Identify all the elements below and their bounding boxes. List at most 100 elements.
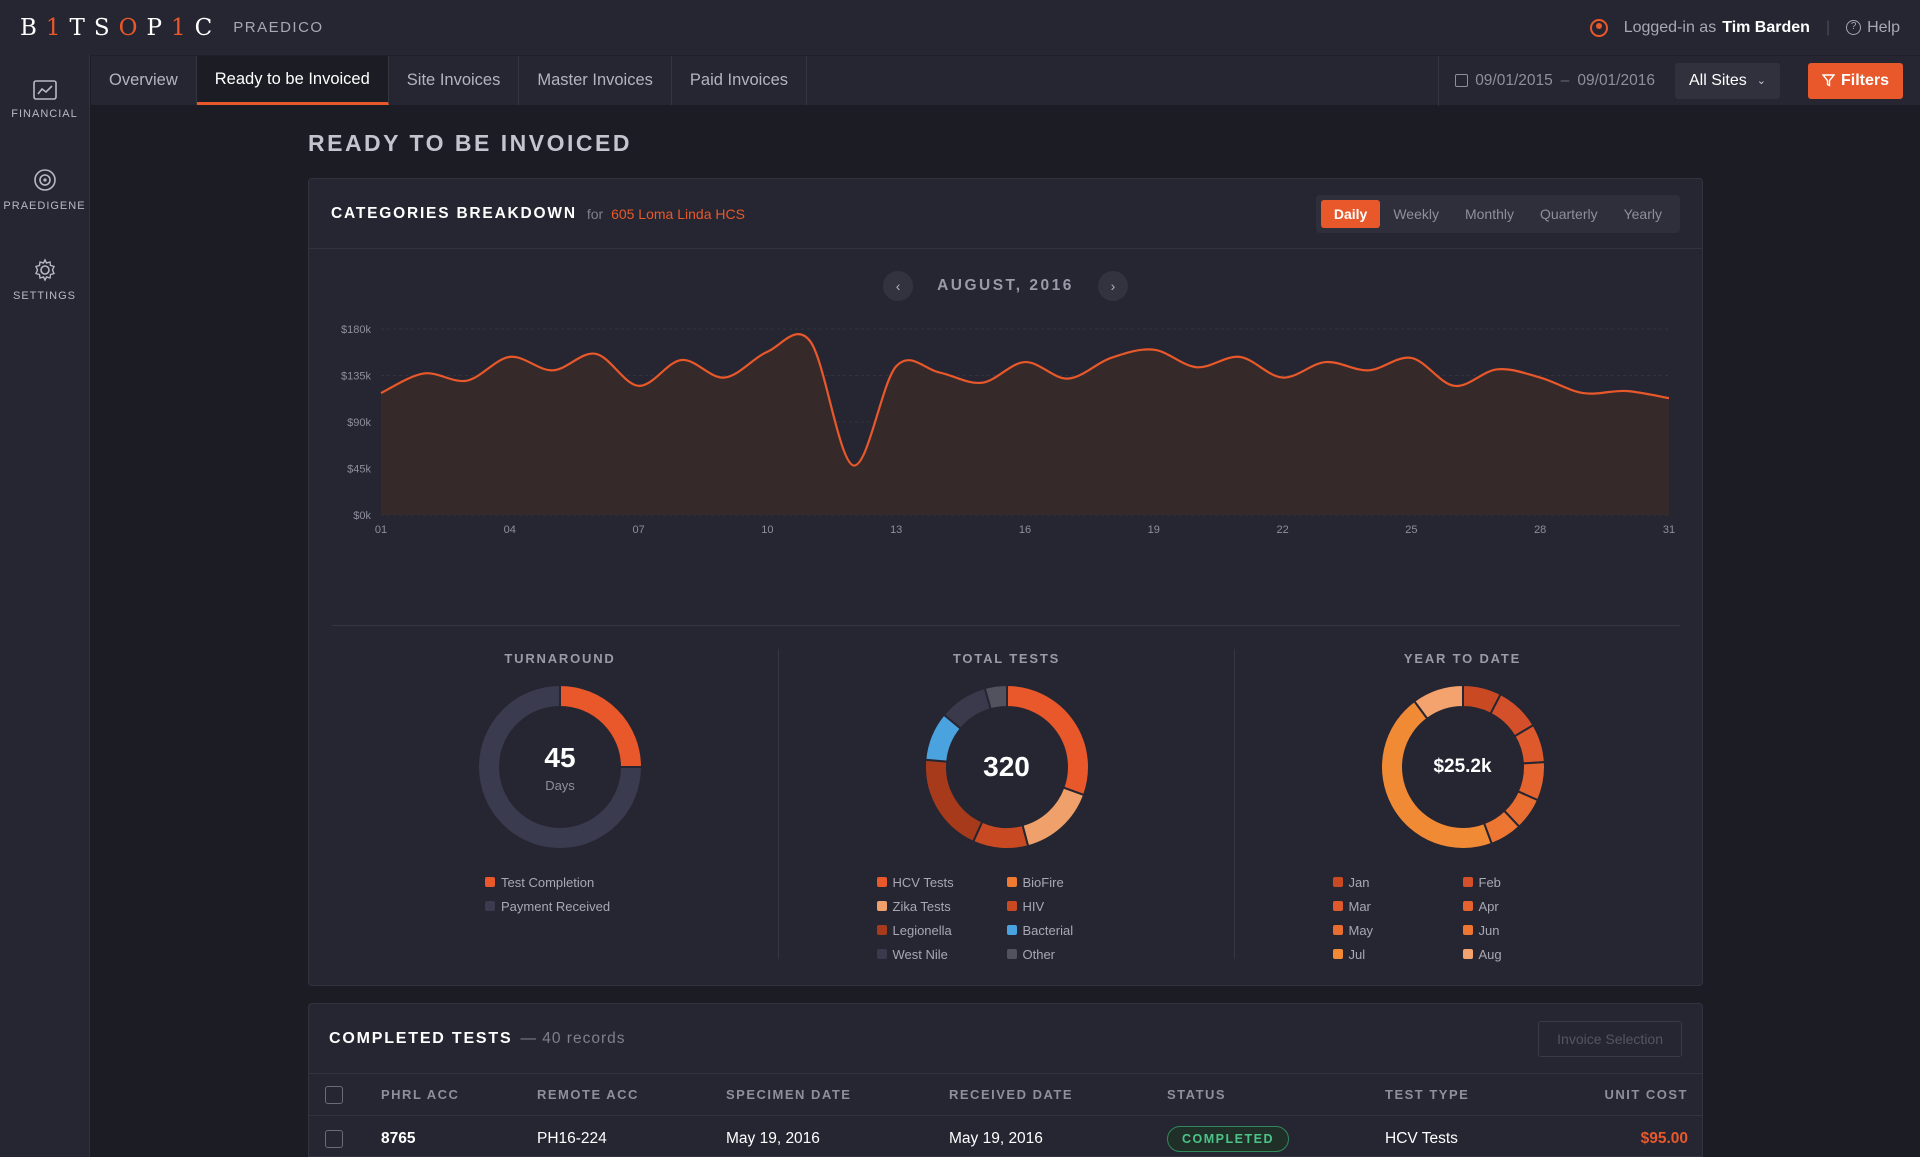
prev-month-button[interactable]: ‹ [883, 271, 914, 301]
total-tests-panel: TOTAL TESTS 320 HCV Tests BioFire Zika Tes… [778, 649, 1234, 962]
legend-label: BioFire [1022, 874, 1064, 890]
legend-label: HIV [1022, 898, 1045, 914]
sidebar-item-settings[interactable]: SETTINGS [0, 235, 89, 325]
col-status[interactable]: STATUS [1167, 1087, 1227, 1102]
legend-item: BioFire [1006, 874, 1137, 890]
legend-swatch [1332, 901, 1343, 911]
sidebar-item-financial[interactable]: FINANCIAL [0, 55, 89, 145]
tab-bar: Overview Ready to be Invoiced Site Invoi… [91, 55, 1920, 106]
date-from: 09/01/2015 [1475, 71, 1553, 89]
location-link[interactable]: 605 Loma Linda HCS [611, 205, 745, 222]
row-checkbox[interactable] [325, 1130, 343, 1148]
cell-remote-acc: PH16-224 [537, 1130, 607, 1147]
cell-specimen-date: May 19, 2016 [726, 1130, 820, 1147]
legend-item: Payment Received [485, 898, 635, 914]
x-tick-label: 16 [1019, 524, 1031, 536]
user-icon [1589, 18, 1608, 37]
col-test-type[interactable]: TEST TYPE [1385, 1087, 1470, 1102]
col-specimen-date[interactable]: SPECIMEN DATE [726, 1087, 852, 1102]
site-select[interactable]: All Sites ⌄ [1674, 62, 1780, 99]
bitscopic-logo[interactable]: B 1 TS O P 1 C [20, 14, 222, 41]
y-tick-label: $45k [347, 464, 371, 476]
logged-in-label: Logged-in as [1623, 18, 1717, 36]
microscope-icon: O [118, 14, 147, 41]
tab-overview[interactable]: Overview [91, 56, 197, 105]
tab-paid-invoices[interactable]: Paid Invoices [672, 56, 808, 105]
col-unit-cost[interactable]: UNIT COST [1604, 1087, 1688, 1102]
legend-item: Jan [1332, 874, 1463, 890]
table-row[interactable]: 8765 PH16-224 May 19, 2016 May 19, 2016 … [309, 1116, 1702, 1156]
y-tick-label: $0k [353, 510, 371, 522]
cell-test-type: HCV Tests [1385, 1130, 1458, 1147]
legend-item: West Nile [876, 946, 1007, 962]
legend-swatch [876, 877, 887, 887]
legend-label: Test Completion [501, 874, 595, 890]
legend-swatch [1332, 925, 1343, 935]
card-title: CATEGORIES BREAKDOWN [331, 204, 577, 222]
area-fill [381, 334, 1669, 515]
col-phrl-acc[interactable]: PHRL ACC [381, 1087, 460, 1102]
calendar-icon [1455, 74, 1469, 87]
x-tick-label: 19 [1148, 524, 1160, 536]
completed-tests-card: COMPLETED TESTS — 40 records Invoice Sel… [308, 1003, 1703, 1157]
col-remote-acc[interactable]: REMOTE ACC [537, 1087, 639, 1102]
legend-swatch [1462, 877, 1473, 887]
month-label: AUGUST, 2016 [937, 277, 1074, 294]
date-range-picker[interactable]: 09/01/2015 – 09/01/2016 [1438, 55, 1675, 106]
legend-item: Aug [1462, 946, 1593, 962]
period-monthly[interactable]: Monthly [1464, 205, 1515, 222]
turnaround-value: 45 [544, 741, 576, 773]
cell-unit-cost: $95.00 [1640, 1130, 1688, 1147]
legend-swatch [876, 949, 887, 959]
legend-item: Bacterial [1006, 922, 1137, 938]
select-all-checkbox[interactable] [325, 1085, 343, 1104]
year-to-date-panel: YEAR TO DATE $25.2k Jan Feb Mar Apr May Jun Ju… [1234, 649, 1690, 962]
tab-ready-to-be-invoiced[interactable]: Ready to be Invoiced [196, 56, 389, 105]
year-to-date-donut [1379, 683, 1546, 850]
categories-breakdown-card: CATEGORIES BREAKDOWN for 605 Loma Linda … [308, 178, 1703, 986]
sidebar-item-label: FINANCIAL [11, 108, 78, 120]
legend-item: May [1332, 922, 1463, 938]
help-link[interactable]: Help [1867, 18, 1900, 36]
legend-swatch [1006, 949, 1017, 959]
x-tick-label: 04 [504, 524, 516, 536]
invoice-selection-button[interactable]: Invoice Selection [1538, 1020, 1682, 1057]
x-tick-label: 07 [632, 524, 644, 536]
x-tick-label: 25 [1405, 524, 1417, 536]
legend-swatch [876, 901, 887, 911]
chart-icon [32, 80, 57, 100]
cell-received-date: May 19, 2016 [949, 1130, 1043, 1147]
legend-swatch [1332, 949, 1343, 959]
legend-label: Feb [1478, 874, 1501, 890]
legend-label: Aug [1478, 946, 1502, 962]
y-tick-label: $135k [341, 371, 371, 383]
y-tick-label: $180k [341, 324, 371, 336]
legend-item: Other [1006, 946, 1137, 962]
legend-swatch [1006, 925, 1017, 935]
help-icon[interactable]: ? [1846, 20, 1862, 35]
filters-button[interactable]: Filters [1807, 62, 1903, 99]
for-label: for [586, 205, 604, 222]
sidebar-item-praedigene[interactable]: PRAEDIGENE [0, 145, 89, 235]
tab-site-invoices[interactable]: Site Invoices [389, 56, 520, 105]
status-badge: COMPLETED [1167, 1126, 1289, 1152]
next-month-button[interactable]: › [1097, 271, 1128, 301]
col-received-date[interactable]: RECEIVED DATE [949, 1087, 1073, 1102]
period-weekly[interactable]: Weekly [1393, 205, 1439, 222]
legend-label: Mar [1348, 898, 1371, 914]
legend-item: Jul [1332, 946, 1463, 962]
legend-label: Jan [1348, 874, 1370, 890]
sidebar-item-label: PRAEDIGENE [3, 200, 86, 212]
user-name[interactable]: Tim Barden [1722, 18, 1810, 36]
turnaround-legend: Test Completion Payment Received [332, 874, 788, 914]
date-separator: – [1560, 71, 1570, 89]
legend-swatch [485, 877, 495, 887]
period-quarterly[interactable]: Quarterly [1540, 205, 1598, 222]
period-yearly[interactable]: Yearly [1623, 205, 1662, 222]
legend-item: Apr [1462, 898, 1593, 914]
turnaround-unit: Days [545, 777, 575, 793]
period-daily[interactable]: Daily [1320, 199, 1381, 228]
tab-master-invoices[interactable]: Master Invoices [519, 56, 672, 105]
legend-swatch [1462, 949, 1473, 959]
y-tick-label: $90k [347, 417, 371, 429]
